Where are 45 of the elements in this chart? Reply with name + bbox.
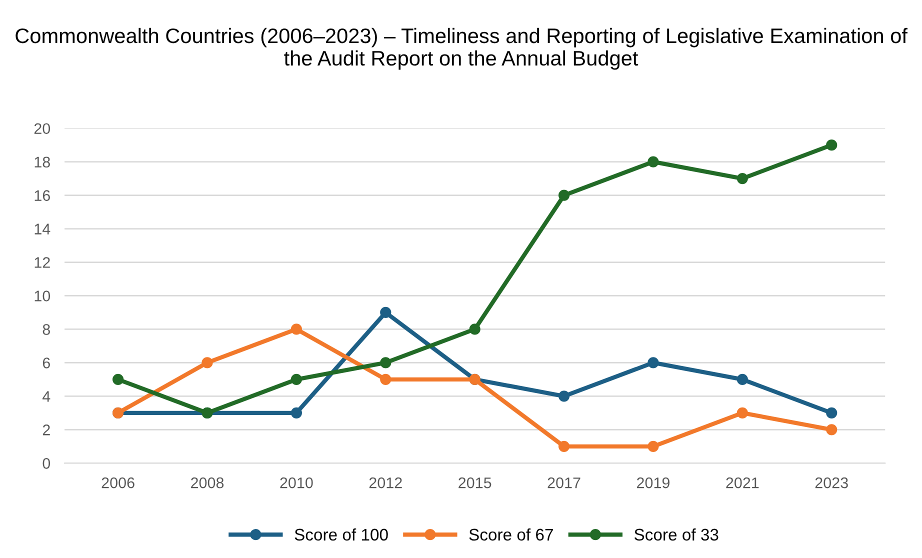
x-tick-label: 2010	[280, 477, 313, 488]
legend-label: Score of 100	[294, 528, 388, 541]
y-tick-label: 10	[34, 290, 50, 302]
point	[290, 407, 302, 418]
point	[290, 374, 302, 385]
x-tick-label: 2006	[102, 477, 134, 488]
point	[202, 357, 213, 368]
x-tick-label: 2021	[726, 477, 759, 488]
point	[380, 374, 392, 385]
point	[112, 374, 124, 385]
point	[648, 156, 659, 168]
point	[380, 306, 392, 318]
point	[736, 374, 748, 385]
legend-label: Score of 33	[634, 528, 718, 541]
x-tick-label: 2019	[636, 477, 670, 488]
x-tick-label: 2008	[191, 477, 224, 488]
y-tick-label: 16	[34, 190, 50, 201]
point	[648, 440, 659, 452]
x-tick-label: 2012	[369, 477, 402, 488]
point	[558, 390, 570, 402]
point	[290, 324, 302, 335]
y-tick-label: 6	[42, 358, 50, 368]
point	[736, 173, 748, 184]
point	[380, 357, 392, 368]
point	[558, 440, 570, 452]
y-tick-label: 0	[42, 458, 50, 469]
point	[826, 424, 838, 436]
x-tick-label: 2023	[815, 477, 848, 488]
point	[826, 140, 838, 151]
x-tick-label: 2015	[458, 477, 492, 488]
point	[826, 407, 838, 418]
x-tick-label: 2017	[548, 477, 580, 488]
y-tick-label: 20	[34, 123, 50, 134]
y-tick-label: 18	[34, 156, 50, 168]
point	[648, 357, 659, 368]
legend-label: Score of 67	[469, 528, 553, 541]
point	[469, 324, 480, 335]
y-tick-label: 12	[34, 257, 50, 268]
chart-title: Commonwealth Countries (2006–2023) – Timeliness and Reporting of Legislative Examination of the Audit Report on the Annual Budget	[16, 28, 908, 70]
y-tick-label: 2	[42, 424, 50, 436]
y-tick-label: 8	[42, 324, 50, 335]
y-tick-label: 4	[42, 391, 50, 402]
y-tick-label: 14	[34, 224, 50, 234]
point	[736, 407, 748, 418]
point	[558, 190, 570, 201]
